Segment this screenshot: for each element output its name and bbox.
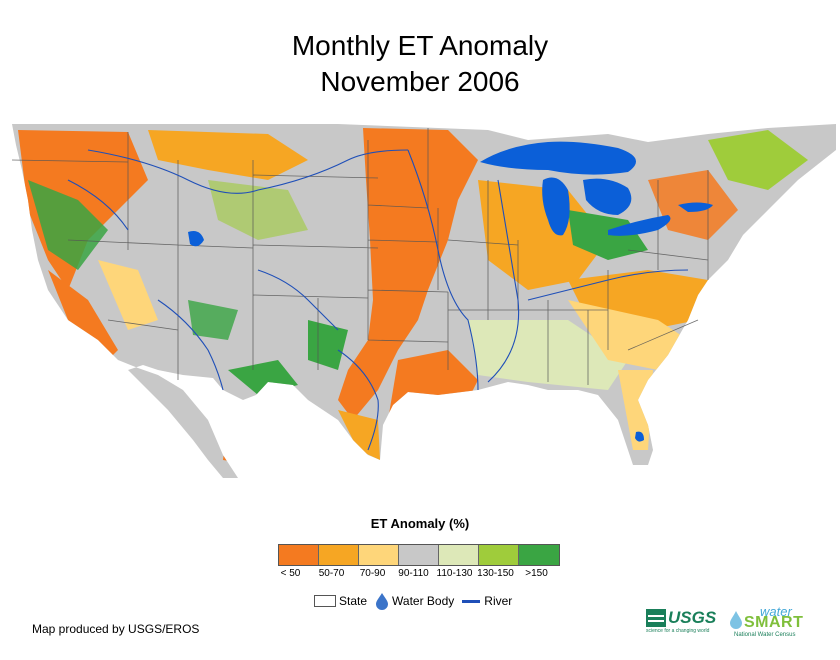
usgs-logo-text: USGS (668, 608, 717, 627)
water-body-label: Water Body (392, 594, 455, 608)
legend-swatch (519, 545, 559, 565)
legend-swatch (279, 545, 319, 565)
legend-label: 70-90 (359, 568, 386, 579)
watersmart-water-text: water (760, 604, 792, 619)
rivers (67, 149, 689, 451)
legend-label: < 50 (280, 568, 301, 579)
legend-title: ET Anomaly (%) (370, 516, 470, 531)
lake-michigan (542, 177, 570, 236)
legend-swatch (359, 545, 399, 565)
state-swatch (314, 595, 336, 607)
watersmart-smart-text: SMART (744, 614, 804, 631)
lake-ontario (678, 202, 713, 212)
anomaly-raster (12, 124, 836, 478)
legend-label: 130-150 (477, 568, 514, 579)
legend-label: 110-130 (436, 568, 473, 579)
lake-huron (583, 178, 632, 215)
watersmart-subtitle: National Water Census (734, 632, 796, 638)
legend-labels: < 50 50-70 70-90 90-110 110-130 130-150 … (270, 568, 557, 579)
feature-legend: State Water Body River (314, 592, 512, 610)
river-line-swatch (462, 599, 481, 603)
map-title: Monthly ET Anomaly (291, 30, 549, 61)
legend-swatch (399, 545, 439, 565)
lake-okeechobee (635, 431, 644, 442)
state-label: State (339, 594, 368, 608)
legend-swatch (439, 545, 479, 565)
usgs-tagline: science for a changing world (646, 628, 710, 634)
great-salt-lake (188, 231, 204, 247)
lake-superior (480, 141, 636, 175)
legend-label: 90-110 (398, 568, 429, 579)
us-et-anomaly-map (11, 124, 836, 478)
lake-erie (608, 215, 671, 236)
water-drop-icon (376, 593, 389, 610)
usgs-logo: USGS (646, 608, 716, 628)
legend-swatches (278, 544, 560, 566)
legend-label: >150 (525, 568, 548, 579)
usgs-mark-icon (646, 609, 666, 627)
map-subtitle: November 2006 (320, 66, 520, 97)
legend-label: 50-70 (318, 568, 345, 579)
legend-swatch (319, 545, 359, 565)
credit-text: Map produced by USGS/EROS (32, 622, 200, 636)
legend-swatch (479, 545, 519, 565)
river-label: River (484, 594, 513, 608)
water-bodies (188, 141, 713, 442)
watersmart-drop-icon (730, 611, 742, 629)
